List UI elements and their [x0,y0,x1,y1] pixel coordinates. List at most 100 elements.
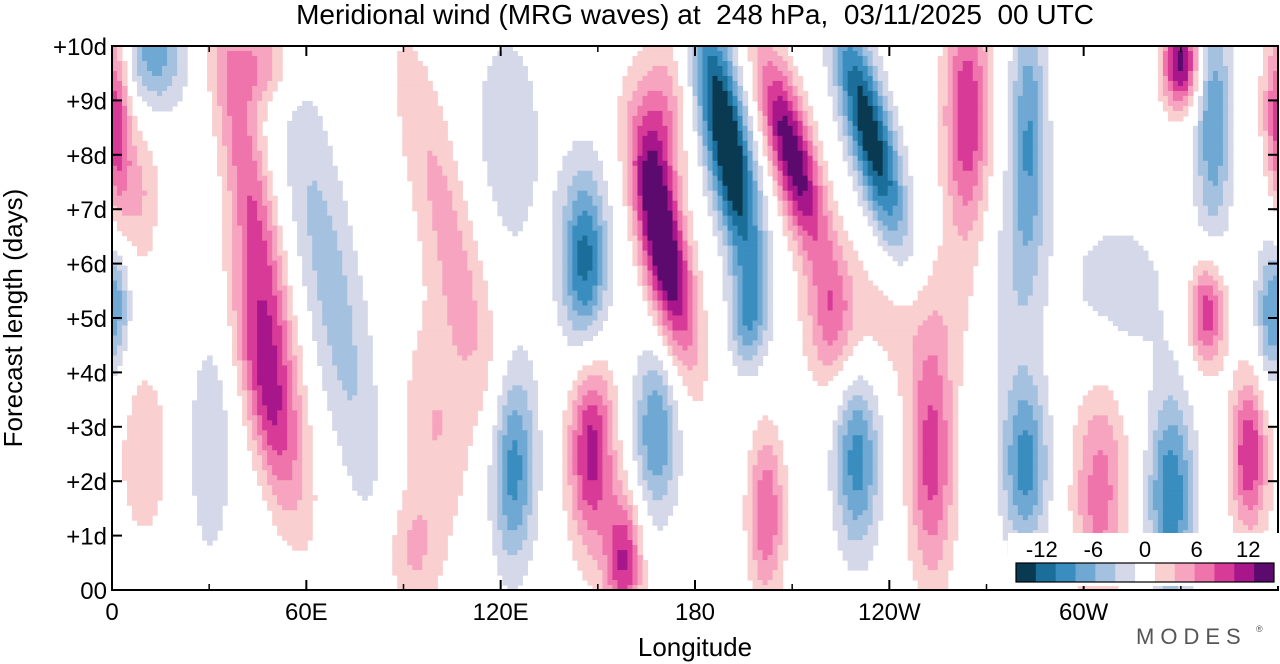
contour-cell [892,140,899,147]
contour-cell [662,175,669,182]
contour-cell [552,205,563,212]
contour-cell [257,105,268,112]
contour-cell [827,190,834,197]
contour-cell [872,455,879,461]
contour-cell [937,255,979,262]
contour-cell [1192,290,1199,297]
contour-cell [947,170,954,177]
contour-cell [642,145,664,152]
contour-cell [697,315,709,322]
contour-cell [247,210,258,217]
contour-cell [287,420,298,426]
contour-cell [307,195,323,202]
contour-cell [132,160,138,167]
contour-cell [342,460,378,466]
contour-cell [957,46,979,52]
contour-cell [717,160,744,167]
contour-cell [667,195,674,202]
contour-cell [697,55,704,62]
contour-cell [247,385,253,391]
contour-cell [947,370,964,376]
contour-cell [1012,380,1034,386]
contour-cell [702,120,709,127]
contour-cell [277,410,288,416]
contour-cell [937,165,949,172]
contour-cell [337,375,358,381]
contour-cell [797,245,804,252]
contour-cell [922,375,944,381]
contour-cell [142,205,158,212]
contour-cell [677,225,684,232]
contour-cell [192,420,228,426]
contour-cell [297,425,303,431]
contour-cell [412,195,428,202]
contour-cell [452,200,468,207]
contour-cell [1182,455,1194,461]
contour-cell [687,70,694,77]
contour-cell [1172,95,1184,102]
contour-cell [137,60,148,67]
contour-cell [632,205,639,212]
contour-cell [1192,170,1199,177]
contour-cell [767,250,774,257]
contour-cell [312,180,318,187]
contour-cell [1017,400,1029,406]
contour-cell [192,405,223,411]
contour-cell [822,55,834,62]
contour-cell [1007,80,1014,87]
contour-cell [227,60,258,67]
contour-cell [122,450,163,456]
contour-cell [897,170,904,177]
contour-cell [842,105,849,112]
contour-cell [677,265,684,272]
contour-cell [592,285,599,292]
contour-cell [947,150,954,157]
contour-cell [752,215,759,222]
contour-cell [137,55,143,62]
contour-cell [262,170,273,177]
contour-cell [607,380,614,386]
contour-cell [1042,440,1054,446]
contour-cell [892,130,899,137]
contour-cell [562,160,604,167]
contour-cell [127,185,143,192]
contour-cell [112,215,158,222]
contour-cell [1082,295,1159,302]
contour-cell [682,275,689,282]
contour-cell [507,450,518,456]
contour-cell [727,330,734,337]
contour-cell [747,450,759,456]
contour-cell [1252,390,1264,396]
contour-cell [427,295,448,302]
contour-cell [1002,195,1014,202]
contour-cell [672,85,684,92]
contour-cell [1222,140,1229,147]
contour-cell [277,250,288,257]
contour-cell [767,310,774,317]
contour-cell [717,195,724,202]
contour-cell [677,240,684,247]
contour-cell [622,190,629,197]
contour-cell [852,415,864,421]
contour-cell [1022,240,1029,247]
contour-cell [562,410,573,416]
contour-cell [747,230,759,237]
contour-cell [752,340,764,347]
contour-cell [937,115,944,122]
contour-cell [1022,160,1034,167]
contour-cell [1162,90,1174,97]
contour-cell [277,420,288,426]
contour-cell [657,330,664,337]
contour-cell [877,460,884,466]
contour-cell [342,250,358,257]
contour-cell [952,405,959,411]
contour-cell [937,250,979,257]
contour-cell [112,250,118,257]
contour-cell [862,135,879,142]
contour-cell [1012,255,1039,262]
contour-cell [1017,450,1034,456]
contour-cell [1262,305,1279,312]
contour-cell [167,85,183,92]
contour-cell [847,305,854,312]
contour-cell [687,225,694,232]
